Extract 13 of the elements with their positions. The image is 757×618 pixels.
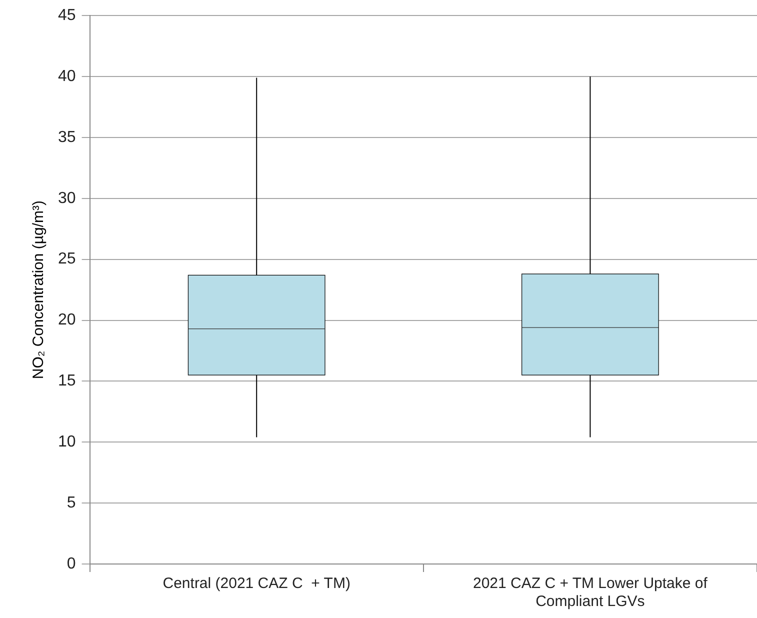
y-tick-label: 40 (58, 68, 76, 85)
y-tick-label: 25 (58, 250, 76, 268)
y-tick-label: 20 (58, 312, 76, 329)
y-tick-label: 30 (58, 190, 76, 207)
y-axis-title: NO₂ Concentration (µg/m³) (30, 200, 48, 380)
y-tick-label: 15 (58, 372, 76, 390)
y-tick-label: 10 (58, 434, 76, 451)
x-tick-label: 2021 CAZ C + TM Lower Uptake of Compliant LGVs (472, 575, 708, 610)
y-tick-label: 0 (66, 555, 76, 572)
y-tick-label: 45 (58, 7, 76, 24)
y-tick-label: 5 (66, 494, 76, 512)
y-tick-label: 35 (58, 128, 76, 146)
x-tick-label: Central (2021 CAZ C + TM) (162, 575, 350, 592)
